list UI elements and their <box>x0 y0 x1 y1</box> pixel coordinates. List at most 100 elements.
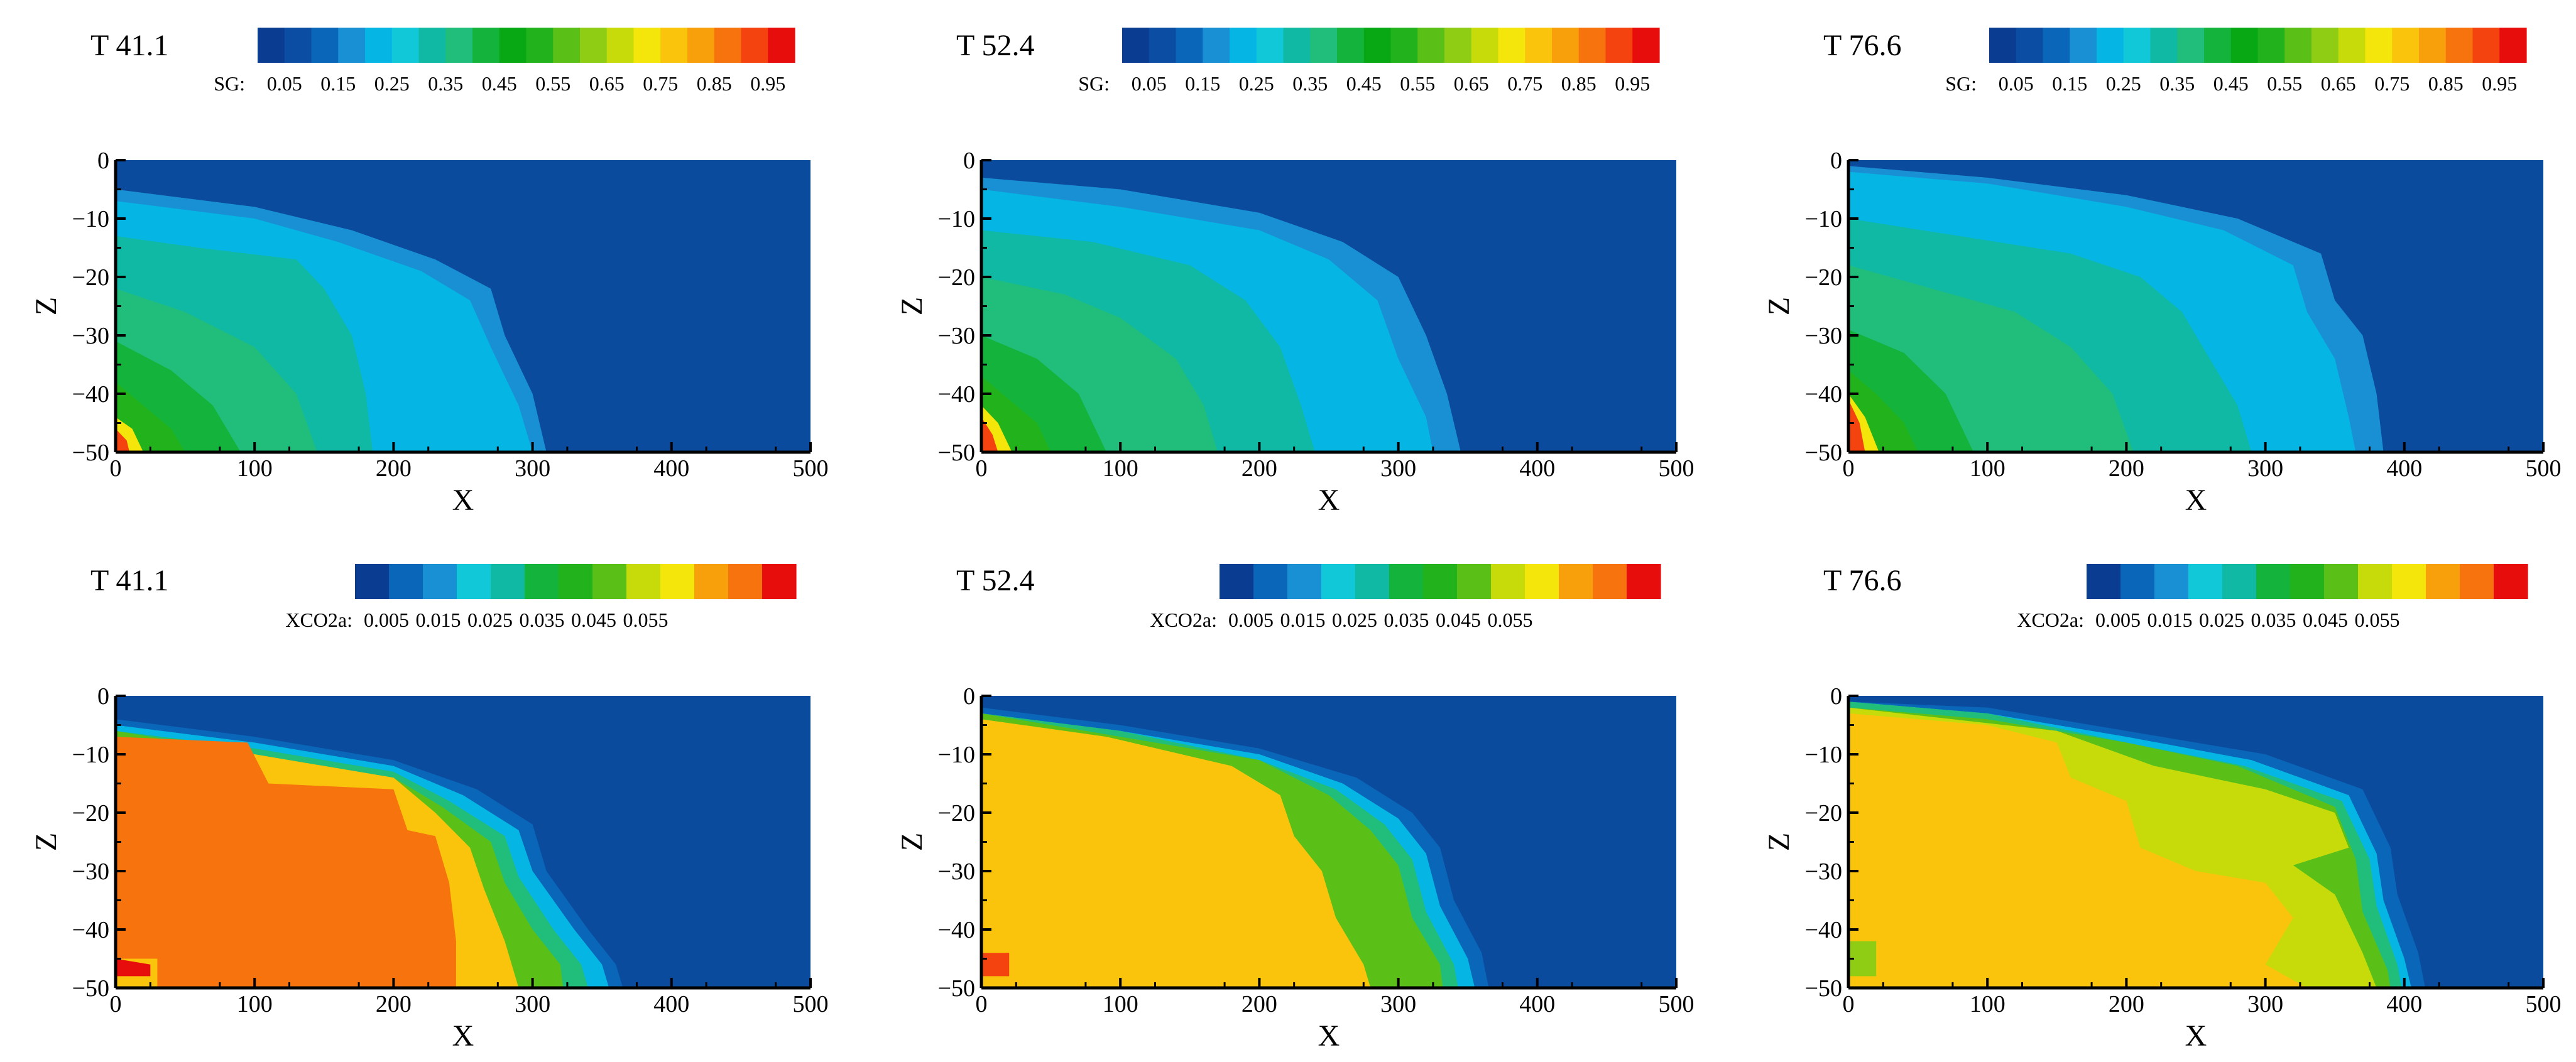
colorbar-swatch <box>1310 28 1338 63</box>
colorbar-swatch <box>1423 564 1458 599</box>
y-tick-label: −30 <box>938 859 975 885</box>
x-tick-label: 200 <box>376 455 412 482</box>
x-tick-label: 0 <box>1843 991 1855 1017</box>
x-tick-label: 500 <box>2526 455 2562 482</box>
x-axis-label: X <box>1318 1019 1340 1053</box>
y-tick-label: 0 <box>1830 683 1842 710</box>
colorbar-swatch <box>1176 28 1203 63</box>
colorbar-swatch <box>1149 28 1177 63</box>
contour-region <box>116 428 130 452</box>
panel-sg-t76: T 76.6 SG: X Z 0.05 0.15 0.25 0.35 0.45 0.55 0… <box>1762 28 2562 517</box>
colorbar-tick-label: 0.45 <box>1346 72 1382 95</box>
colorbar-swatch <box>1389 564 1424 599</box>
y-tick-label: −10 <box>1805 742 1842 768</box>
colorbar-swatch <box>1253 564 1288 599</box>
y-tick-label: −50 <box>72 440 109 466</box>
x-axis-label: X <box>2185 1019 2207 1053</box>
colorbar-tick-label: 0.65 <box>1454 72 1489 95</box>
colorbar-swatch <box>525 564 559 599</box>
colorbar-swatch <box>553 28 581 63</box>
y-tick-label: −10 <box>72 206 109 232</box>
colorbar-swatch <box>633 28 661 63</box>
colorbar-swatch <box>1203 28 1230 63</box>
x-tick-label: 100 <box>1103 991 1138 1017</box>
colorbar-tick-label: 0.35 <box>428 72 463 95</box>
colorbar-swatch <box>1444 28 1472 63</box>
y-tick-label: −10 <box>1805 206 1842 232</box>
x-tick-label: 400 <box>2386 991 2422 1017</box>
y-tick-label: −10 <box>938 206 975 232</box>
panel-xco2a-t52: T 52.4 XCO2a: X Z 0.005 0.015 0.025 0.035 0.… <box>895 564 1695 1053</box>
x-tick-label: 100 <box>1103 455 1138 482</box>
x-tick-label: 0 <box>1843 455 1855 482</box>
colorbar-swatch <box>258 28 285 63</box>
contour-region <box>981 719 1371 988</box>
panel-title: T 41.1 <box>90 564 168 597</box>
colorbar-swatch <box>762 564 797 599</box>
contour-region <box>1848 399 1865 452</box>
x-tick-label: 200 <box>2109 455 2144 482</box>
colorbar-tick-label: 0.015 <box>1280 609 1326 631</box>
y-tick-label: 0 <box>963 683 975 710</box>
y-tick-label: −40 <box>1805 917 1842 943</box>
colorbar-swatch <box>423 564 457 599</box>
y-axis-label: Z <box>30 297 63 315</box>
panel-sg-t52: T 52.4 SG: X Z 0.05 0.15 0.25 0.35 0.45 0.55 0… <box>895 28 1695 517</box>
y-tick-label: −30 <box>1805 859 1842 885</box>
y-tick-label: −20 <box>72 264 109 291</box>
colorbar-tick-label: 0.25 <box>1239 72 1274 95</box>
colorbar-swatch <box>2188 564 2223 599</box>
colorbar-swatch <box>1989 28 2017 63</box>
colorbar-swatch <box>2016 28 2044 63</box>
colorbar-tick-label: 0.055 <box>2355 609 2400 631</box>
colorbar-swatch <box>2311 28 2339 63</box>
colorbar-label: SG: <box>214 72 245 95</box>
colorbar-swatch <box>2419 28 2447 63</box>
panel-title: T 41.1 <box>90 29 168 62</box>
colorbar-swatch <box>389 564 423 599</box>
colorbar-swatch <box>472 28 500 63</box>
colorbar-tick-label: 0.055 <box>623 609 669 631</box>
colorbar-swatch <box>457 564 491 599</box>
colorbar-swatch <box>2257 28 2285 63</box>
panel-title: T 76.6 <box>1823 564 1901 597</box>
colorbar-swatch <box>1457 564 1492 599</box>
x-tick-label: 500 <box>793 991 829 1017</box>
colorbar-swatch <box>1593 564 1627 599</box>
y-tick-label: −50 <box>938 975 975 1002</box>
colorbar-swatch <box>1498 28 1525 63</box>
colorbar-swatch <box>284 28 312 63</box>
colorbar-swatch <box>311 28 339 63</box>
y-tick-label: −10 <box>72 742 109 768</box>
y-tick-label: −40 <box>72 381 109 408</box>
x-tick-label: 300 <box>515 455 550 482</box>
y-tick-label: −10 <box>938 742 975 768</box>
x-tick-label: 300 <box>515 991 550 1017</box>
colorbar-tick-label: 0.005 <box>2095 609 2141 631</box>
colorbar-swatch <box>391 28 420 63</box>
colorbar-swatch <box>694 564 729 599</box>
colorbar-swatch <box>2177 28 2205 63</box>
colorbar: 0.005 0.015 0.025 0.035 0.045 0.055 <box>355 564 797 631</box>
x-axis-label: X <box>452 1019 474 1053</box>
colorbar: 0.05 0.15 0.25 0.35 0.45 0.55 0.65 0.75 0.85 0.95 <box>258 28 795 95</box>
colorbar-swatch <box>1525 28 1553 63</box>
colorbar-swatch <box>491 564 525 599</box>
axes: 0 100 200 300 400 500 0 −10 −20 −30 −40 −50 <box>938 148 1695 482</box>
colorbar-swatch <box>1122 28 1150 63</box>
y-tick-label: −20 <box>72 800 109 826</box>
colorbar-tick-label: 0.025 <box>1332 609 1377 631</box>
colorbar-swatch <box>418 28 446 63</box>
panel-title: T 76.6 <box>1823 29 1901 62</box>
colorbar-swatch <box>580 28 608 63</box>
colorbar-tick-label: 0.025 <box>2199 609 2244 631</box>
colorbar-swatch <box>741 28 768 63</box>
contour-region <box>981 417 998 452</box>
colorbar-swatch <box>2222 564 2257 599</box>
colorbar-tick-label: 0.025 <box>467 609 513 631</box>
colorbar-tick-label: 0.15 <box>320 72 356 95</box>
colorbar-tick-label: 0.95 <box>750 72 785 95</box>
colorbar-tick-label: 0.045 <box>2303 609 2348 631</box>
y-tick-label: −20 <box>1805 264 1842 291</box>
contour-plot <box>116 160 810 452</box>
